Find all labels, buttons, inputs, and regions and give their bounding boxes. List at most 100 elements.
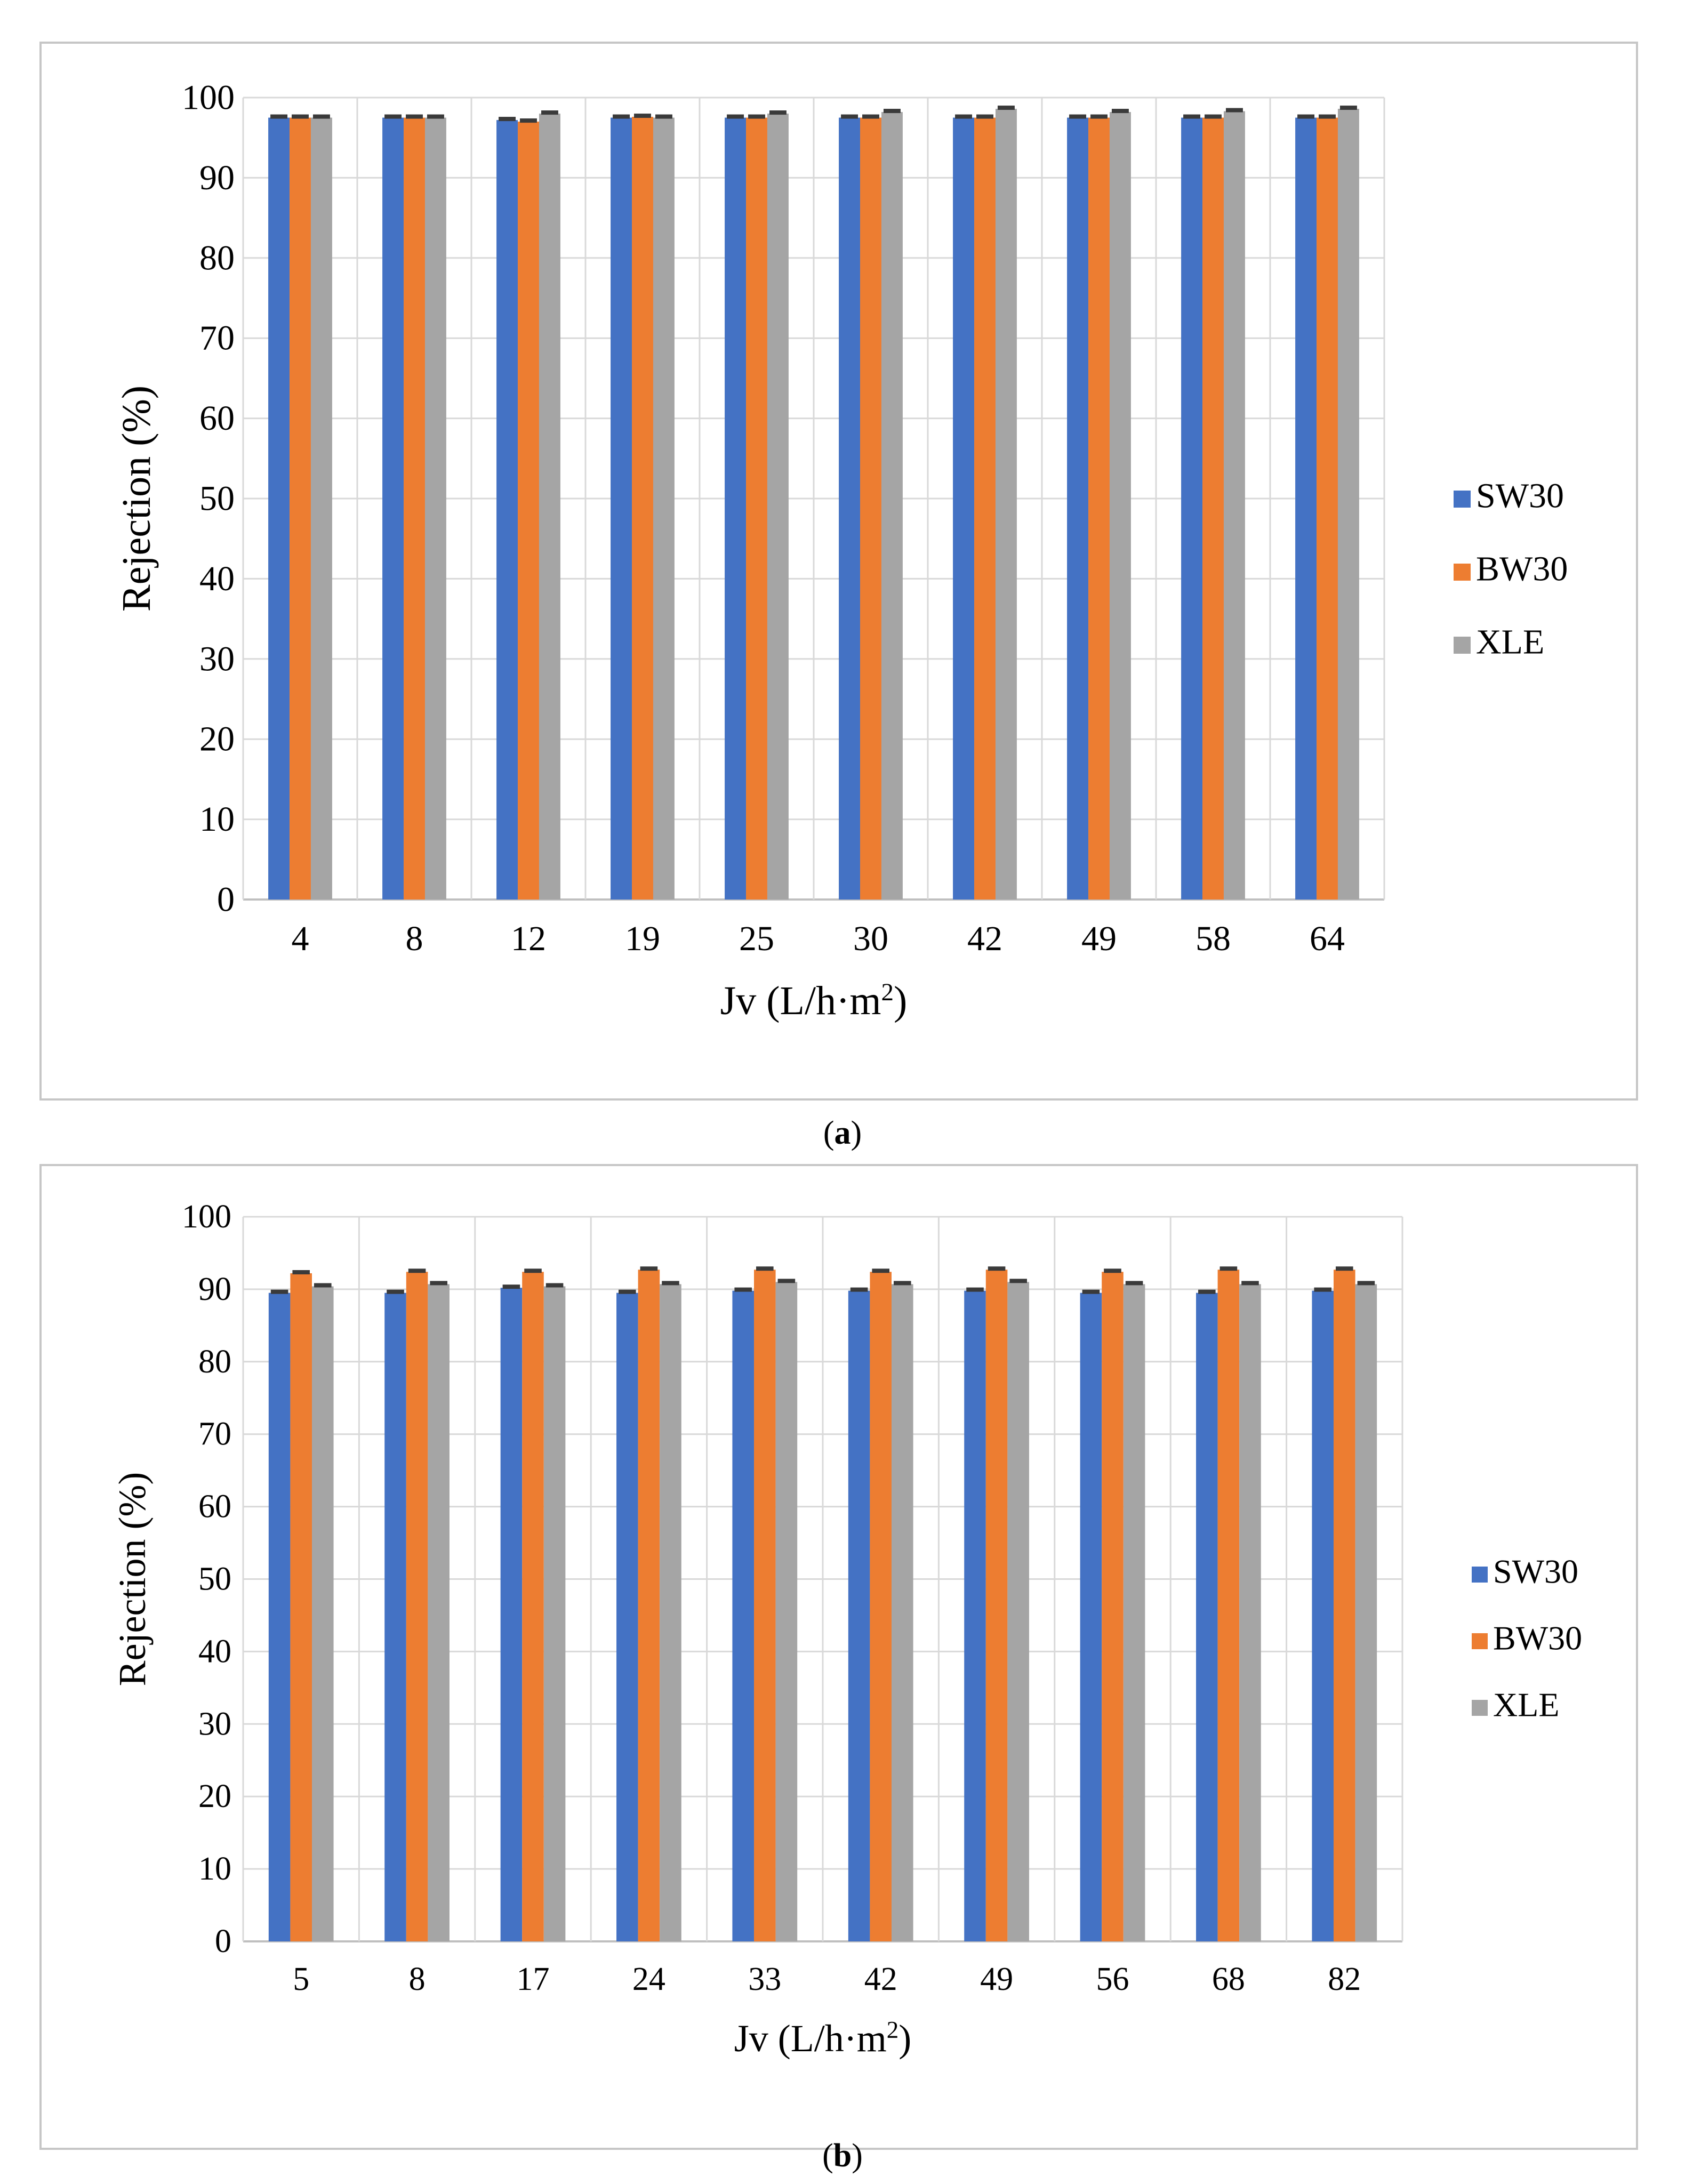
- error-cap-bw30-56: [1104, 1268, 1121, 1273]
- bar-xle-19: [653, 117, 675, 900]
- bar-sw30-12: [496, 120, 518, 900]
- bar-xle-42: [891, 1284, 913, 1941]
- error-cap-xle-4: [312, 114, 330, 119]
- error-cap-bw30-64: [1319, 114, 1336, 119]
- bar-sw30-24: [616, 1292, 638, 1941]
- bar-bw30-58: [1202, 117, 1224, 900]
- x-tick-label: 49: [1081, 919, 1117, 958]
- bar-xle-33: [775, 1282, 798, 1941]
- legend-label-sw30: SW30: [1476, 477, 1564, 516]
- y-tick-label: 40: [199, 559, 235, 598]
- bar-bw30-82: [1334, 1270, 1355, 1941]
- x-tick-label: 17: [517, 1961, 550, 1997]
- error-cap-sw30-49: [966, 1287, 984, 1292]
- bar-xle-58: [1223, 111, 1245, 900]
- bar-bw30-42: [974, 117, 996, 900]
- error-cap-xle-42: [893, 1281, 911, 1286]
- x-tick-label: 5: [293, 1961, 309, 1997]
- caption-a: (a): [823, 1115, 862, 1151]
- y-tick-label: 70: [199, 319, 235, 358]
- bar-sw30-82: [1312, 1290, 1334, 1941]
- error-cap-sw30-58: [1183, 114, 1201, 119]
- bar-sw30-4: [268, 117, 290, 900]
- y-tick-label: 90: [198, 1271, 231, 1307]
- x-tick-label: 8: [406, 919, 423, 958]
- legend-swatch-xle: [1472, 1700, 1488, 1716]
- error-cap-sw30-56: [1082, 1289, 1100, 1294]
- legend-swatch-sw30: [1472, 1567, 1488, 1583]
- bar-sw30-8: [384, 1292, 406, 1941]
- x-tick-label: 82: [1328, 1961, 1361, 1997]
- bar-sw30-68: [1196, 1292, 1218, 1941]
- legend-label-bw30: BW30: [1476, 550, 1568, 589]
- bar-xle-5: [311, 1286, 334, 1941]
- x-tick-label: 33: [748, 1961, 781, 1997]
- error-cap-xle-8: [427, 114, 444, 119]
- error-cap-bw30-42: [872, 1268, 889, 1273]
- bar-sw30-56: [1080, 1292, 1102, 1941]
- legend-swatch-sw30: [1454, 491, 1471, 508]
- y-tick-label: 60: [199, 399, 235, 438]
- bar-bw30-42: [870, 1272, 892, 1941]
- bar-bw30-68: [1217, 1270, 1240, 1941]
- bar-bw30-49: [985, 1270, 1008, 1941]
- error-cap-xle-82: [1357, 1281, 1375, 1286]
- legend-swatch-bw30: [1454, 564, 1471, 581]
- error-cap-bw30-5: [292, 1270, 310, 1275]
- bar-sw30-42: [953, 117, 975, 900]
- caption-a-letter: a: [834, 1115, 851, 1151]
- bar-xle-4: [310, 117, 332, 900]
- error-cap-xle-17: [545, 1283, 564, 1288]
- bar-bw30-19: [632, 117, 653, 900]
- bar-sw30-17: [500, 1288, 523, 1941]
- bar-xle-30: [881, 112, 903, 900]
- bar-xle-82: [1355, 1284, 1377, 1941]
- x-tick-label: 19: [625, 919, 660, 958]
- error-cap-sw30-17: [502, 1284, 520, 1289]
- bar-bw30-25: [746, 117, 767, 900]
- y-tick-label: 0: [217, 880, 235, 919]
- error-cap-xle-56: [1125, 1281, 1143, 1286]
- caption-b-letter: b: [833, 2138, 852, 2174]
- bar-bw30-30: [860, 117, 881, 900]
- x-tick-label: 4: [292, 919, 309, 958]
- y-tick-label: 80: [198, 1344, 231, 1380]
- error-cap-sw30-33: [734, 1287, 752, 1292]
- x-tick-label: 42: [967, 919, 1002, 958]
- error-cap-bw30-82: [1336, 1266, 1353, 1271]
- error-cap-xle-58: [1225, 108, 1243, 113]
- y-axis-title: Rejection (%): [114, 386, 159, 612]
- error-cap-xle-5: [314, 1283, 332, 1288]
- bar-sw30-58: [1181, 117, 1203, 900]
- bar-bw30-33: [754, 1270, 776, 1941]
- y-tick-label: 30: [198, 1706, 231, 1742]
- y-tick-label: 40: [198, 1633, 231, 1669]
- bar-bw30-8: [406, 1272, 428, 1941]
- error-cap-sw30-19: [613, 114, 630, 119]
- x-axis-title: Jv (L/h·m2): [720, 978, 908, 1023]
- y-tick-label: 20: [199, 720, 235, 759]
- y-tick-label: 50: [198, 1561, 231, 1597]
- bar-xle-56: [1123, 1284, 1145, 1941]
- bar-xle-8: [428, 1284, 450, 1941]
- y-tick-label: 50: [199, 479, 235, 518]
- error-cap-bw30-25: [748, 114, 765, 119]
- bar-bw30-64: [1317, 117, 1338, 900]
- bar-bw30-56: [1102, 1272, 1124, 1941]
- bar-sw30-5: [268, 1292, 291, 1941]
- error-cap-bw30-8: [408, 1268, 426, 1273]
- y-tick-label: 10: [198, 1851, 231, 1887]
- error-cap-bw30-33: [756, 1266, 774, 1271]
- y-tick-label: 20: [198, 1778, 231, 1814]
- error-cap-xle-64: [1339, 106, 1357, 110]
- error-cap-bw30-19: [634, 114, 651, 118]
- error-cap-bw30-8: [406, 114, 423, 119]
- chart-a: 0 10 20 30 40 50 60 70 80 90 100 4 8 12 19 25 30 42 49 58 64…: [114, 78, 1568, 1024]
- error-cap-bw30-49: [988, 1266, 1006, 1271]
- x-tick-label: 58: [1195, 919, 1231, 958]
- x-tick-label: 68: [1212, 1961, 1245, 1997]
- bar-xle-25: [767, 114, 789, 900]
- legend-swatch-xle: [1454, 637, 1471, 654]
- error-cap-sw30-49: [1069, 114, 1087, 119]
- bar-sw30-49: [964, 1290, 986, 1941]
